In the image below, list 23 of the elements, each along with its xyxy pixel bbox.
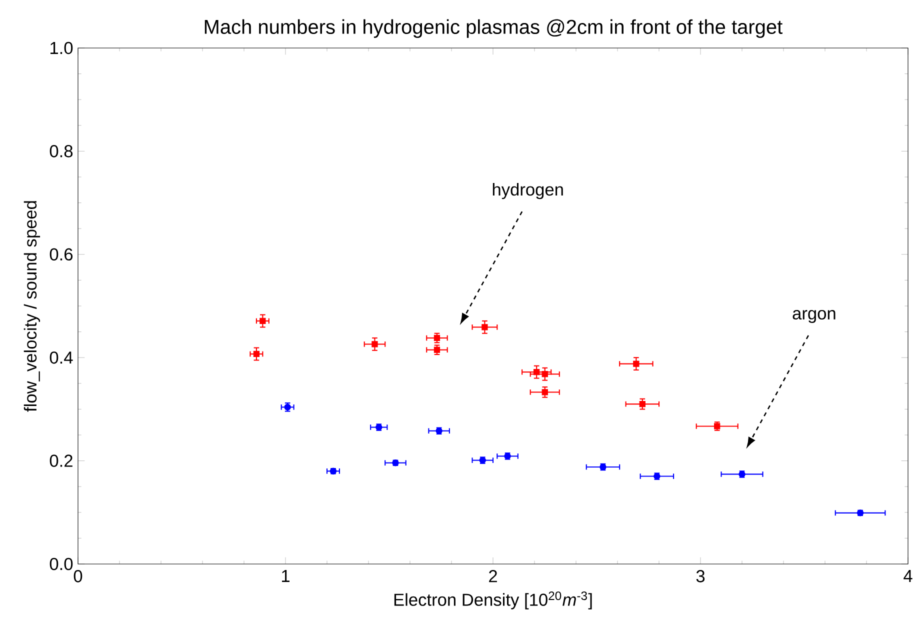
x-tick-label: 4	[904, 570, 912, 582]
annotation: hydrogen	[492, 182, 563, 200]
point	[534, 368, 540, 376]
x-axis-title: Electron Density [10$^{20}$m$^{-3}$]	[394, 591, 592, 610]
point	[253, 350, 260, 358]
chart-title: Mach numbers in hydrogenic plasmas @2cm in front of the target	[204, 19, 783, 38]
x-tick-label: 2	[489, 570, 497, 582]
x-tick-label: 1	[282, 570, 290, 582]
x-tick-label: 3	[696, 570, 705, 582]
y-tick-label: 0.0	[50, 558, 73, 570]
y-axis-title: flow_velocity / sound speed	[24, 201, 40, 412]
point	[542, 371, 548, 378]
annotation: argon	[792, 310, 836, 323]
y-tick-label: 0.2	[50, 454, 72, 467]
point	[372, 341, 378, 348]
point	[482, 324, 488, 330]
point	[260, 318, 266, 324]
y-tick-label: 0.6	[50, 248, 73, 261]
x-tick-label: 0	[74, 570, 82, 582]
y-tick-label: 0.8	[50, 145, 73, 158]
y-tick-label: 0.4	[50, 351, 73, 364]
y-tick-label: 1.0	[50, 42, 73, 54]
point	[633, 360, 640, 367]
